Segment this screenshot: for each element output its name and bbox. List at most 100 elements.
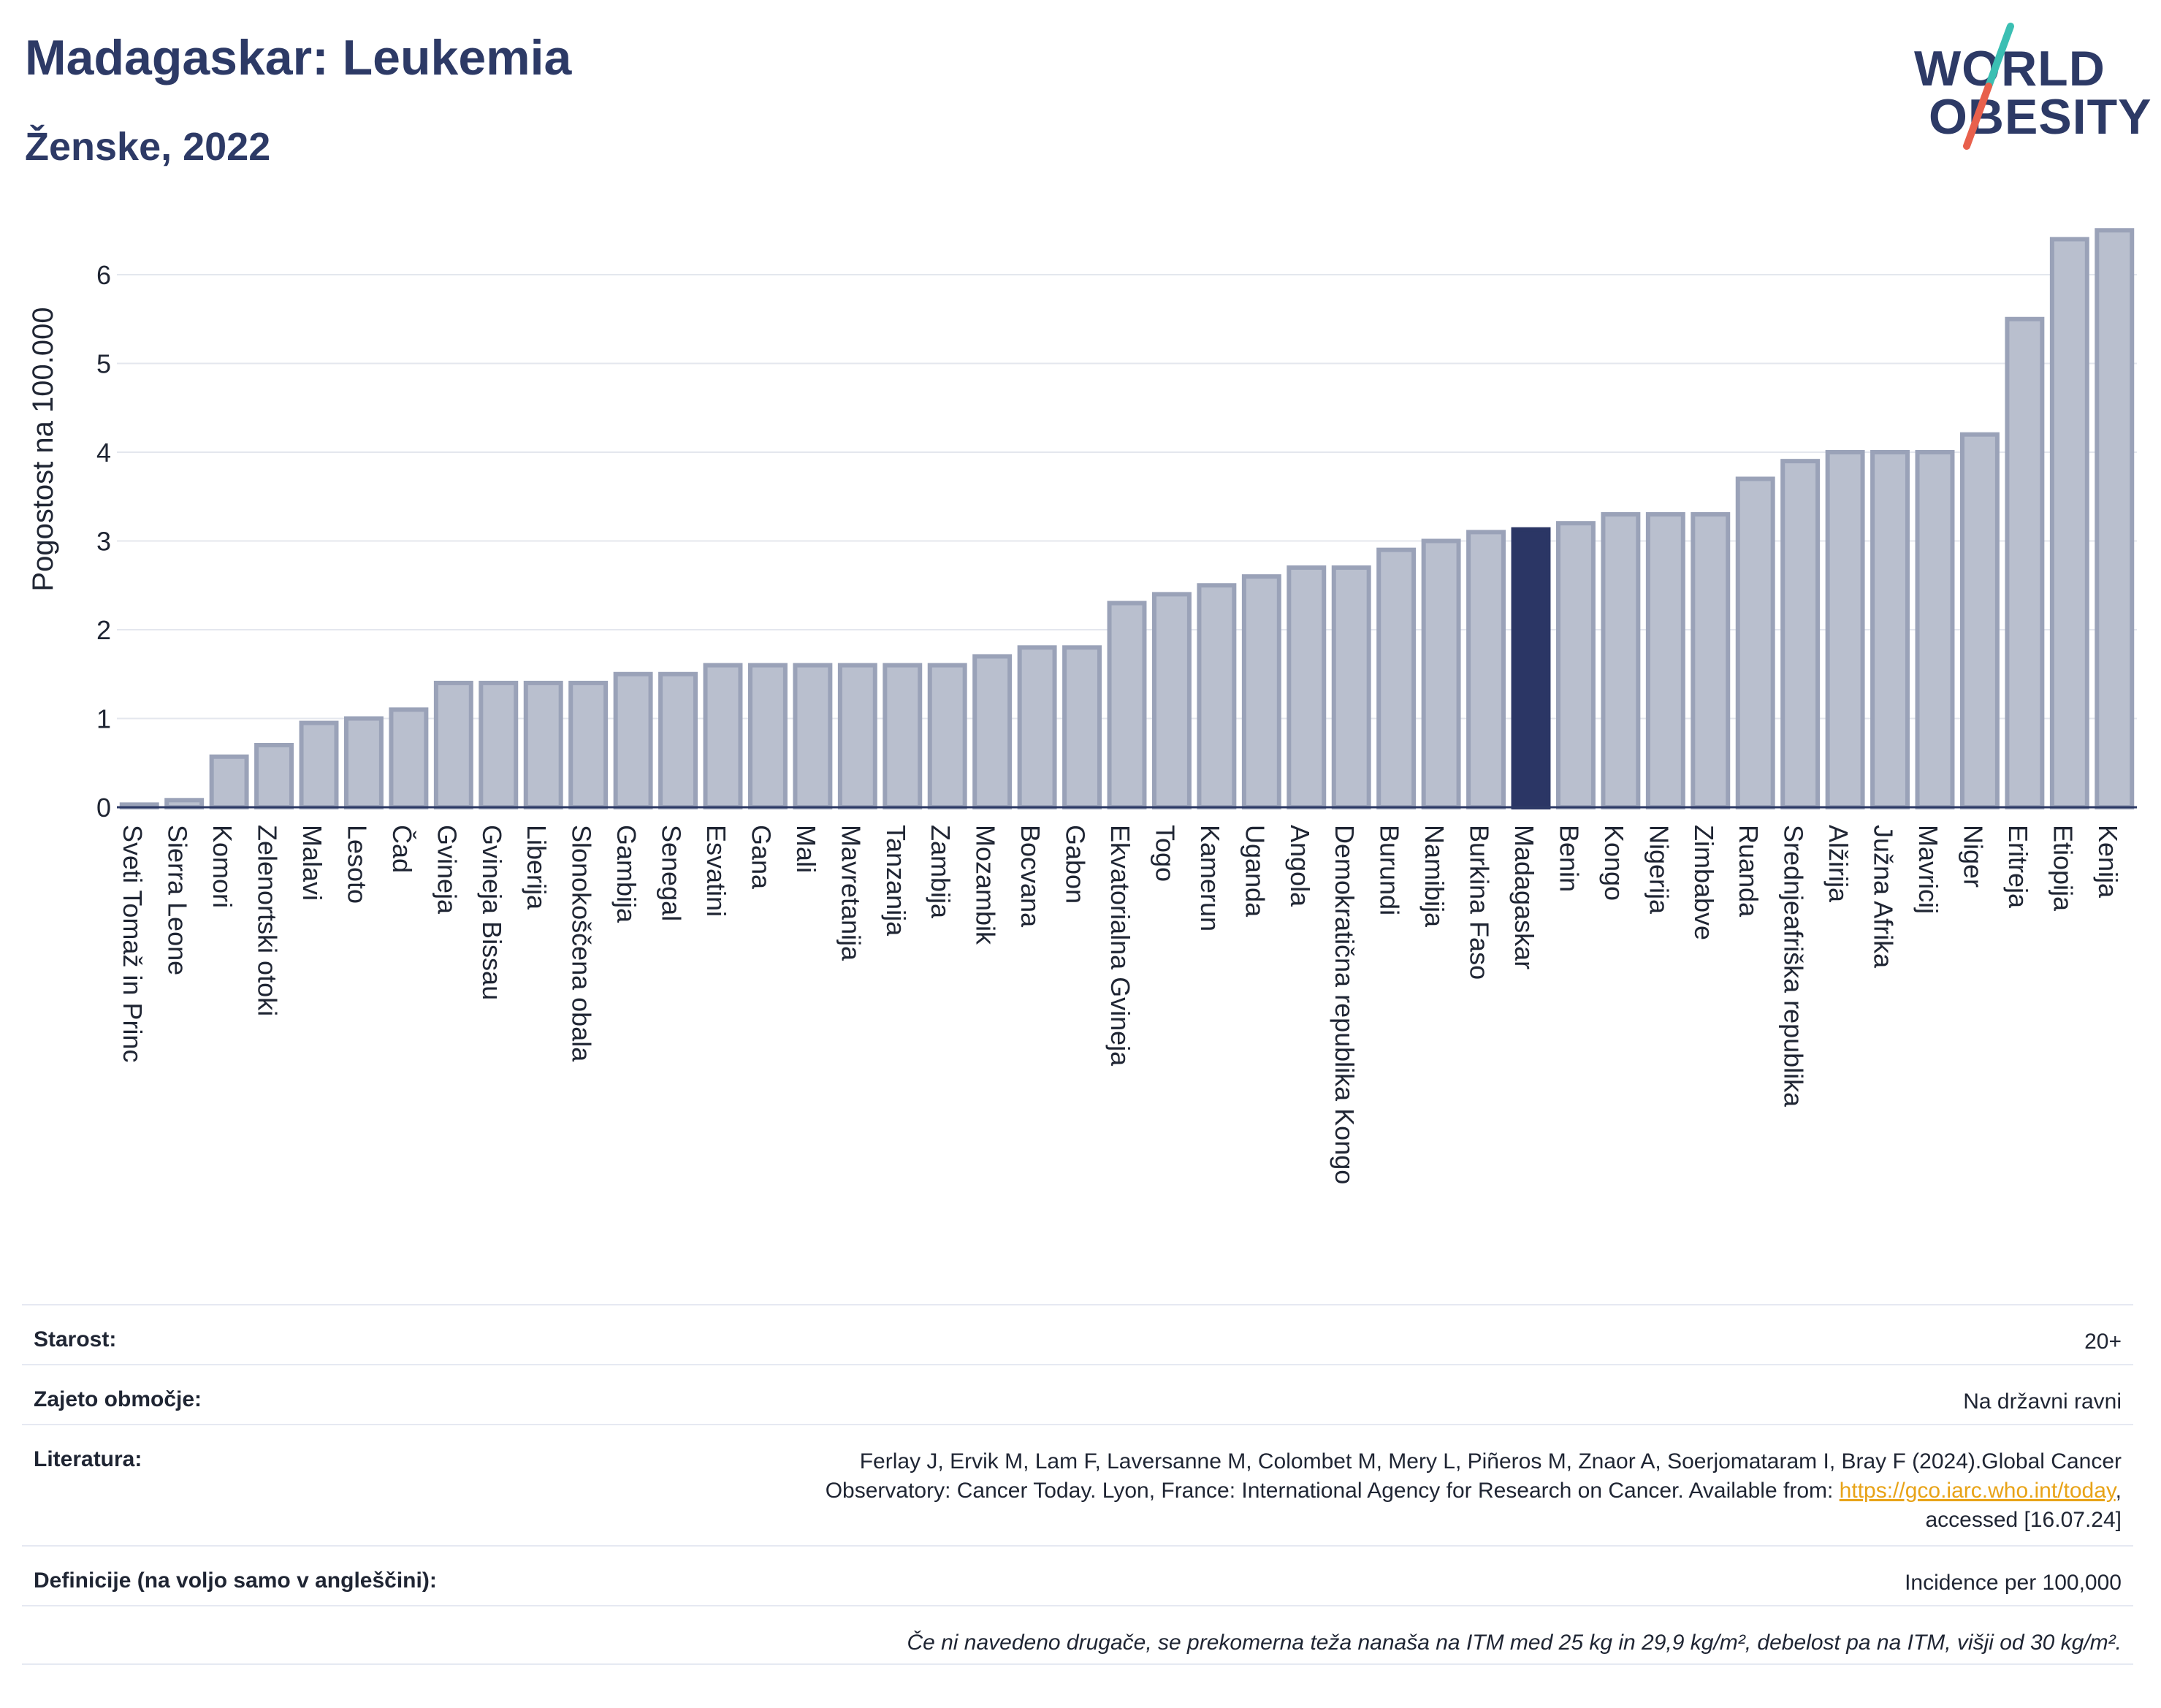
bar-namibija[interactable] <box>1421 538 1461 809</box>
bar-bocvana[interactable] <box>1017 645 1057 809</box>
bar-zambija[interactable] <box>927 663 967 809</box>
bar-mavretanija[interactable] <box>837 663 877 809</box>
x-tick-label: Zimbabve <box>1689 825 1719 940</box>
bar-zelenortski-otoki[interactable] <box>254 742 294 810</box>
metadata-table: Starost: 20+ Zajeto območje: Na državni … <box>22 1304 2133 1665</box>
y-tick-label: 1 <box>96 704 111 734</box>
x-tick-label: Niger <box>1958 825 1988 888</box>
x-tick-label: Alžirija <box>1823 825 1853 903</box>
x-tick-label: Etiopija <box>2048 825 2078 912</box>
bar-mavricij[interactable] <box>1915 450 1955 809</box>
x-tick-label: Gabon <box>1061 825 1091 904</box>
meta-row-definitions: Definicije (na voljo samo v angleščini):… <box>22 1545 2133 1605</box>
bar-niger[interactable] <box>1959 432 2000 809</box>
bar-kamerun[interactable] <box>1197 583 1237 809</box>
x-tick-label: Komori <box>207 825 237 908</box>
chart-bars <box>119 228 2135 810</box>
bar-kenija[interactable] <box>2095 228 2135 809</box>
x-tick-label: Namibija <box>1419 825 1449 928</box>
logo-line1: WORLD <box>1914 41 2105 96</box>
bar-kongo[interactable] <box>1601 512 1641 809</box>
x-tick-label: Esvatini <box>701 825 731 917</box>
x-tick-label: Gvineja <box>432 825 462 915</box>
x-tick-label: Nigerija <box>1644 825 1674 915</box>
bar-alžirija[interactable] <box>1825 450 1865 809</box>
x-tick-label: Zambija <box>926 825 956 919</box>
x-tick-label: Benin <box>1554 825 1584 892</box>
x-tick-label: Gana <box>746 825 776 890</box>
bar-mali[interactable] <box>793 663 833 809</box>
bar-mozambik[interactable] <box>972 654 1013 810</box>
bar-togo[interactable] <box>1151 592 1192 810</box>
definitions-label: Definicije (na voljo samo v angleščini): <box>34 1568 437 1593</box>
x-tick-label: Gvineja Bissau <box>477 825 507 1000</box>
bar-uganda[interactable] <box>1241 574 1281 809</box>
x-tick-label: Burundi <box>1375 825 1405 915</box>
bar-esvatini[interactable] <box>703 663 743 809</box>
x-tick-label: Bocvana <box>1015 825 1045 928</box>
bar-madagaskar[interactable] <box>1511 527 1551 809</box>
y-axis-ticks: 0 1 2 3 4 5 6 <box>96 260 111 823</box>
y-tick-label: 5 <box>96 349 111 379</box>
y-tick-label: 4 <box>96 438 111 468</box>
bar-lesoto[interactable] <box>343 716 384 809</box>
x-tick-label: Demokratična republika Kongo <box>1330 825 1360 1184</box>
area-value: Na državni ravni <box>1963 1389 2122 1414</box>
x-tick-label: Mozambik <box>971 825 1001 945</box>
bar-eritreja[interactable] <box>2005 316 2045 809</box>
y-tick-label: 2 <box>96 615 111 645</box>
x-tick-label: Mavretanija <box>836 825 866 961</box>
bar-angola[interactable] <box>1287 565 1327 809</box>
x-tick-label: Sierra Leone <box>163 825 193 975</box>
bar-demokratična-republika-kongo[interactable] <box>1331 565 1371 809</box>
bar-etiopija[interactable] <box>2049 237 2089 809</box>
logo-slash-icon <box>1963 23 2014 150</box>
area-label: Zajeto območje: <box>34 1387 202 1411</box>
bar-srednjeafriška-republika[interactable] <box>1780 459 1821 809</box>
meta-row-literature: Literatura: Ferlay J, Ervik M, Lam F, La… <box>22 1424 2133 1545</box>
literature-link[interactable]: https://gco.iarc.who.int/today <box>1839 1479 2116 1503</box>
bar-gabon[interactable] <box>1062 645 1102 809</box>
x-tick-label: Srednjeafriška republika <box>1779 825 1809 1107</box>
bar-južna-afrika[interactable] <box>1870 450 1910 809</box>
bar-slonokoščena-obala[interactable] <box>568 680 609 810</box>
x-tick-label: Kenija <box>2093 825 2123 899</box>
x-tick-label: Senegal <box>657 825 687 921</box>
definitions-value: Incidence per 100,000 <box>1905 1571 2122 1595</box>
x-axis-labels: Sveti Tomaž in Princ Sierra Leone Komori Ze… <box>118 825 2123 1184</box>
bar-gvineja[interactable] <box>433 680 473 810</box>
x-tick-label: Liberija <box>522 825 552 910</box>
x-tick-label: Uganda <box>1240 825 1270 918</box>
x-tick-label: Lesoto <box>342 825 372 904</box>
bar-ekvatorialna-gvineja[interactable] <box>1107 601 1147 809</box>
bar-tanzanija[interactable] <box>883 663 923 809</box>
x-tick-label: Eritreja <box>2003 825 2033 909</box>
x-tick-label: Ekvatorialna Gvineja <box>1105 825 1135 1067</box>
bar-burundi[interactable] <box>1376 547 1417 810</box>
bar-gana[interactable] <box>747 663 788 809</box>
x-tick-label: Malavi <box>297 825 327 901</box>
logo-line2: OBESITY <box>1929 89 2152 145</box>
bar-ruanda[interactable] <box>1735 476 1775 809</box>
bar-senegal[interactable] <box>658 671 698 809</box>
literature-text-2: Observatory: Cancer Today. Lyon, France:… <box>825 1479 1840 1503</box>
literature-label: Literatura: <box>34 1447 142 1471</box>
x-tick-label: Ruanda <box>1734 825 1764 918</box>
bar-benin[interactable] <box>1555 521 1596 809</box>
bar-malavi[interactable] <box>299 720 339 810</box>
meta-row-area: Zajeto območje: Na državni ravni <box>22 1364 2133 1424</box>
meta-row-note: Če ni navedeno drugače, se prekomerna te… <box>22 1605 2133 1665</box>
bar-chart: 0 1 2 3 4 5 6 Sveti Tomaž in Princ Sierra Leone… <box>27 228 2137 1184</box>
y-tick-label: 3 <box>96 527 111 557</box>
bar-burkina-faso[interactable] <box>1466 530 1506 809</box>
x-tick-label: Gambija <box>611 825 641 923</box>
bar-gvineja-bissau[interactable] <box>479 680 519 810</box>
bar-čad[interactable] <box>389 707 429 809</box>
bar-zimbabve[interactable] <box>1691 512 1731 809</box>
x-tick-label: Južna Afrika <box>1869 825 1899 969</box>
bar-nigerija[interactable] <box>1645 512 1685 809</box>
x-tick-label: Zelenortski otoki <box>253 825 283 1016</box>
bar-gambija[interactable] <box>613 671 653 809</box>
bar-liberija[interactable] <box>523 680 563 810</box>
bar-komori[interactable] <box>209 754 249 809</box>
